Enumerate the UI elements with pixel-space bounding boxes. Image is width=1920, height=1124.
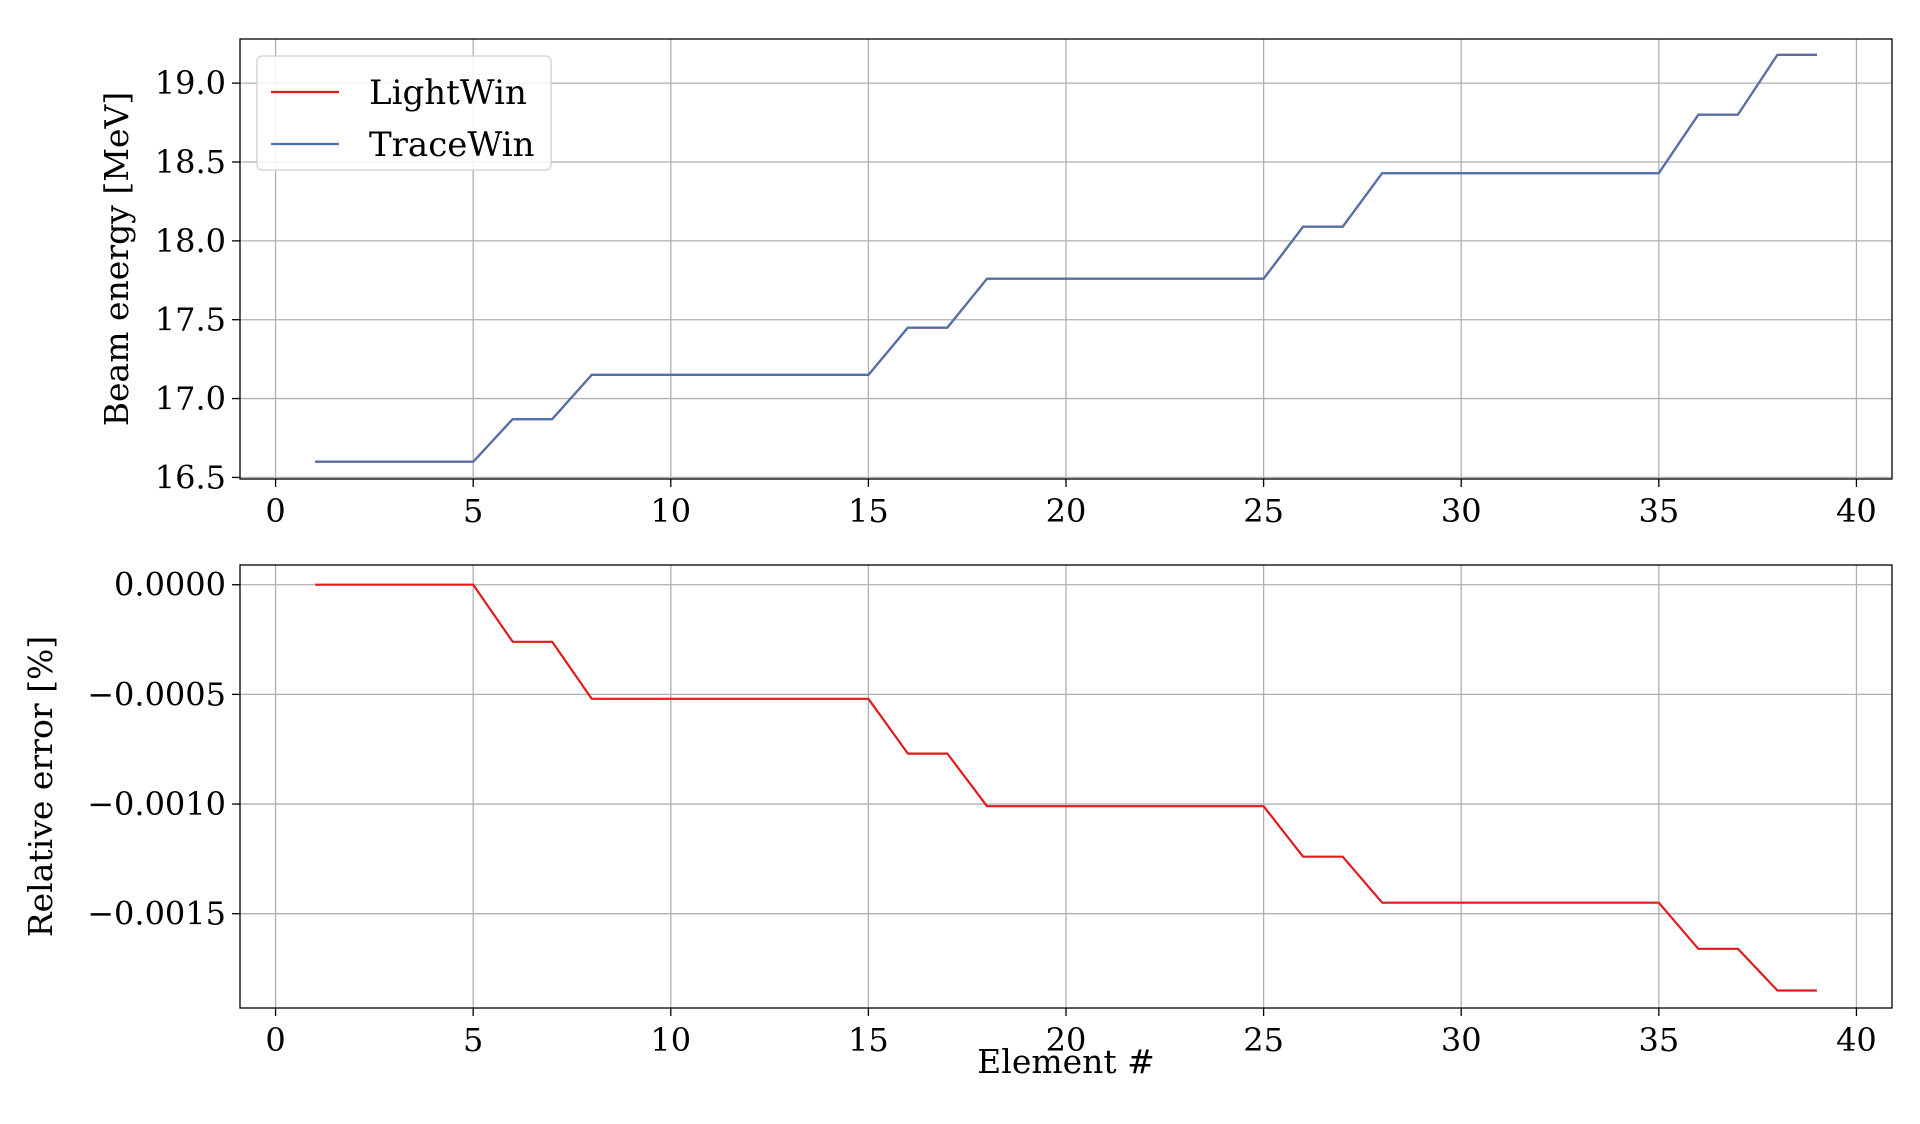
y-tick-label: 17.5 bbox=[155, 301, 226, 339]
relative-error-y-axis-label: Relative error [%] bbox=[21, 636, 60, 937]
x-tick-label: 0 bbox=[265, 492, 285, 530]
beam-energy-y-axis-label: Beam energy [MeV] bbox=[97, 92, 136, 426]
x-tick-label: 10 bbox=[650, 1021, 691, 1059]
relative-error-lines bbox=[315, 583, 1817, 992]
beam-energy-panel: 0 5 10 15 20 25 30 35 40 16.5 17.0 17.5 18.0 18.5 19.0… bbox=[97, 38, 1893, 530]
y-tick-label: 18.0 bbox=[155, 222, 226, 260]
relative-error-panel: 0 5 10 15 20 25 30 35 40 0.0000 −0.0005 −0.0010 −0.0… bbox=[21, 564, 1893, 1081]
x-tick-label: 40 bbox=[1836, 492, 1877, 530]
x-tick-label: 25 bbox=[1243, 492, 1284, 530]
y-tick-label: −0.0005 bbox=[87, 675, 226, 713]
relative-error-line bbox=[315, 583, 1817, 992]
relative-error-grid bbox=[240, 565, 1892, 1008]
x-tick-label: 30 bbox=[1441, 492, 1482, 530]
beam-energy-grid bbox=[240, 39, 1892, 479]
tracewin-line bbox=[315, 53, 1817, 463]
x-tick-label: 30 bbox=[1441, 1021, 1482, 1059]
x-tick-label: 35 bbox=[1638, 1021, 1679, 1059]
x-tick-label: 25 bbox=[1243, 1021, 1284, 1059]
x-tick-label: 20 bbox=[1046, 1021, 1087, 1059]
relative-error-ticks: 0 5 10 15 20 25 30 35 40 0.0000 −0.0005 −0.0010 −0.0… bbox=[87, 566, 1877, 1059]
legend-label-tracewin: TraceWin bbox=[369, 125, 534, 165]
y-tick-label: 19.0 bbox=[155, 64, 226, 102]
y-tick-label: 16.5 bbox=[155, 458, 226, 496]
y-tick-label: −0.0010 bbox=[87, 785, 226, 823]
y-tick-label: −0.0015 bbox=[87, 895, 226, 933]
y-tick-label: 0.0000 bbox=[114, 566, 226, 604]
beam-energy-ticks: 0 5 10 15 20 25 30 35 40 16.5 17.0 17.5 18.0 18.5 19.0 bbox=[155, 64, 1877, 530]
relative-error-x-axis-label: Element # bbox=[977, 1042, 1155, 1081]
legend: LightWin TraceWin bbox=[256, 55, 552, 171]
x-tick-label: 10 bbox=[650, 492, 691, 530]
x-tick-label: 5 bbox=[463, 492, 483, 530]
legend-label-lightwin: LightWin bbox=[369, 73, 527, 113]
y-tick-label: 18.5 bbox=[155, 143, 226, 181]
x-tick-label: 40 bbox=[1836, 1021, 1877, 1059]
legend-box bbox=[256, 55, 552, 171]
x-tick-label: 5 bbox=[463, 1021, 483, 1059]
y-tick-label: 17.0 bbox=[155, 380, 226, 418]
x-tick-label: 35 bbox=[1638, 492, 1679, 530]
x-tick-label: 0 bbox=[265, 1021, 285, 1059]
x-tick-label: 15 bbox=[848, 492, 889, 530]
beam-energy-lines bbox=[315, 53, 1817, 463]
x-tick-label: 15 bbox=[848, 1021, 889, 1059]
x-tick-label: 20 bbox=[1046, 492, 1087, 530]
